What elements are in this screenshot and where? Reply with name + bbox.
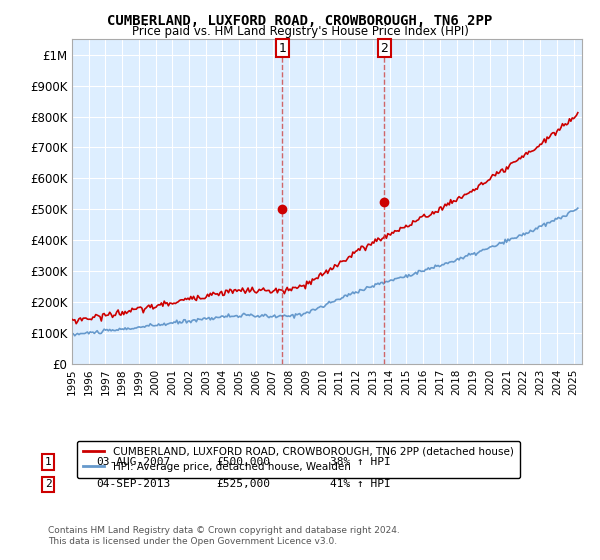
Text: Price paid vs. HM Land Registry's House Price Index (HPI): Price paid vs. HM Land Registry's House … xyxy=(131,25,469,38)
Text: 2: 2 xyxy=(44,479,52,489)
Text: £500,000: £500,000 xyxy=(216,457,270,467)
Text: 1: 1 xyxy=(44,457,52,467)
Text: 2: 2 xyxy=(380,41,388,55)
Text: 41% ↑ HPI: 41% ↑ HPI xyxy=(330,479,391,489)
Text: 03-AUG-2007: 03-AUG-2007 xyxy=(96,457,170,467)
Text: 38% ↑ HPI: 38% ↑ HPI xyxy=(330,457,391,467)
Text: £525,000: £525,000 xyxy=(216,479,270,489)
Text: CUMBERLAND, LUXFORD ROAD, CROWBOROUGH, TN6 2PP: CUMBERLAND, LUXFORD ROAD, CROWBOROUGH, T… xyxy=(107,14,493,28)
Text: 04-SEP-2013: 04-SEP-2013 xyxy=(96,479,170,489)
Text: Contains HM Land Registry data © Crown copyright and database right 2024.
This d: Contains HM Land Registry data © Crown c… xyxy=(48,526,400,546)
Legend: CUMBERLAND, LUXFORD ROAD, CROWBOROUGH, TN6 2PP (detached house), HPI: Average pr: CUMBERLAND, LUXFORD ROAD, CROWBOROUGH, T… xyxy=(77,441,520,478)
Text: 1: 1 xyxy=(278,41,286,55)
